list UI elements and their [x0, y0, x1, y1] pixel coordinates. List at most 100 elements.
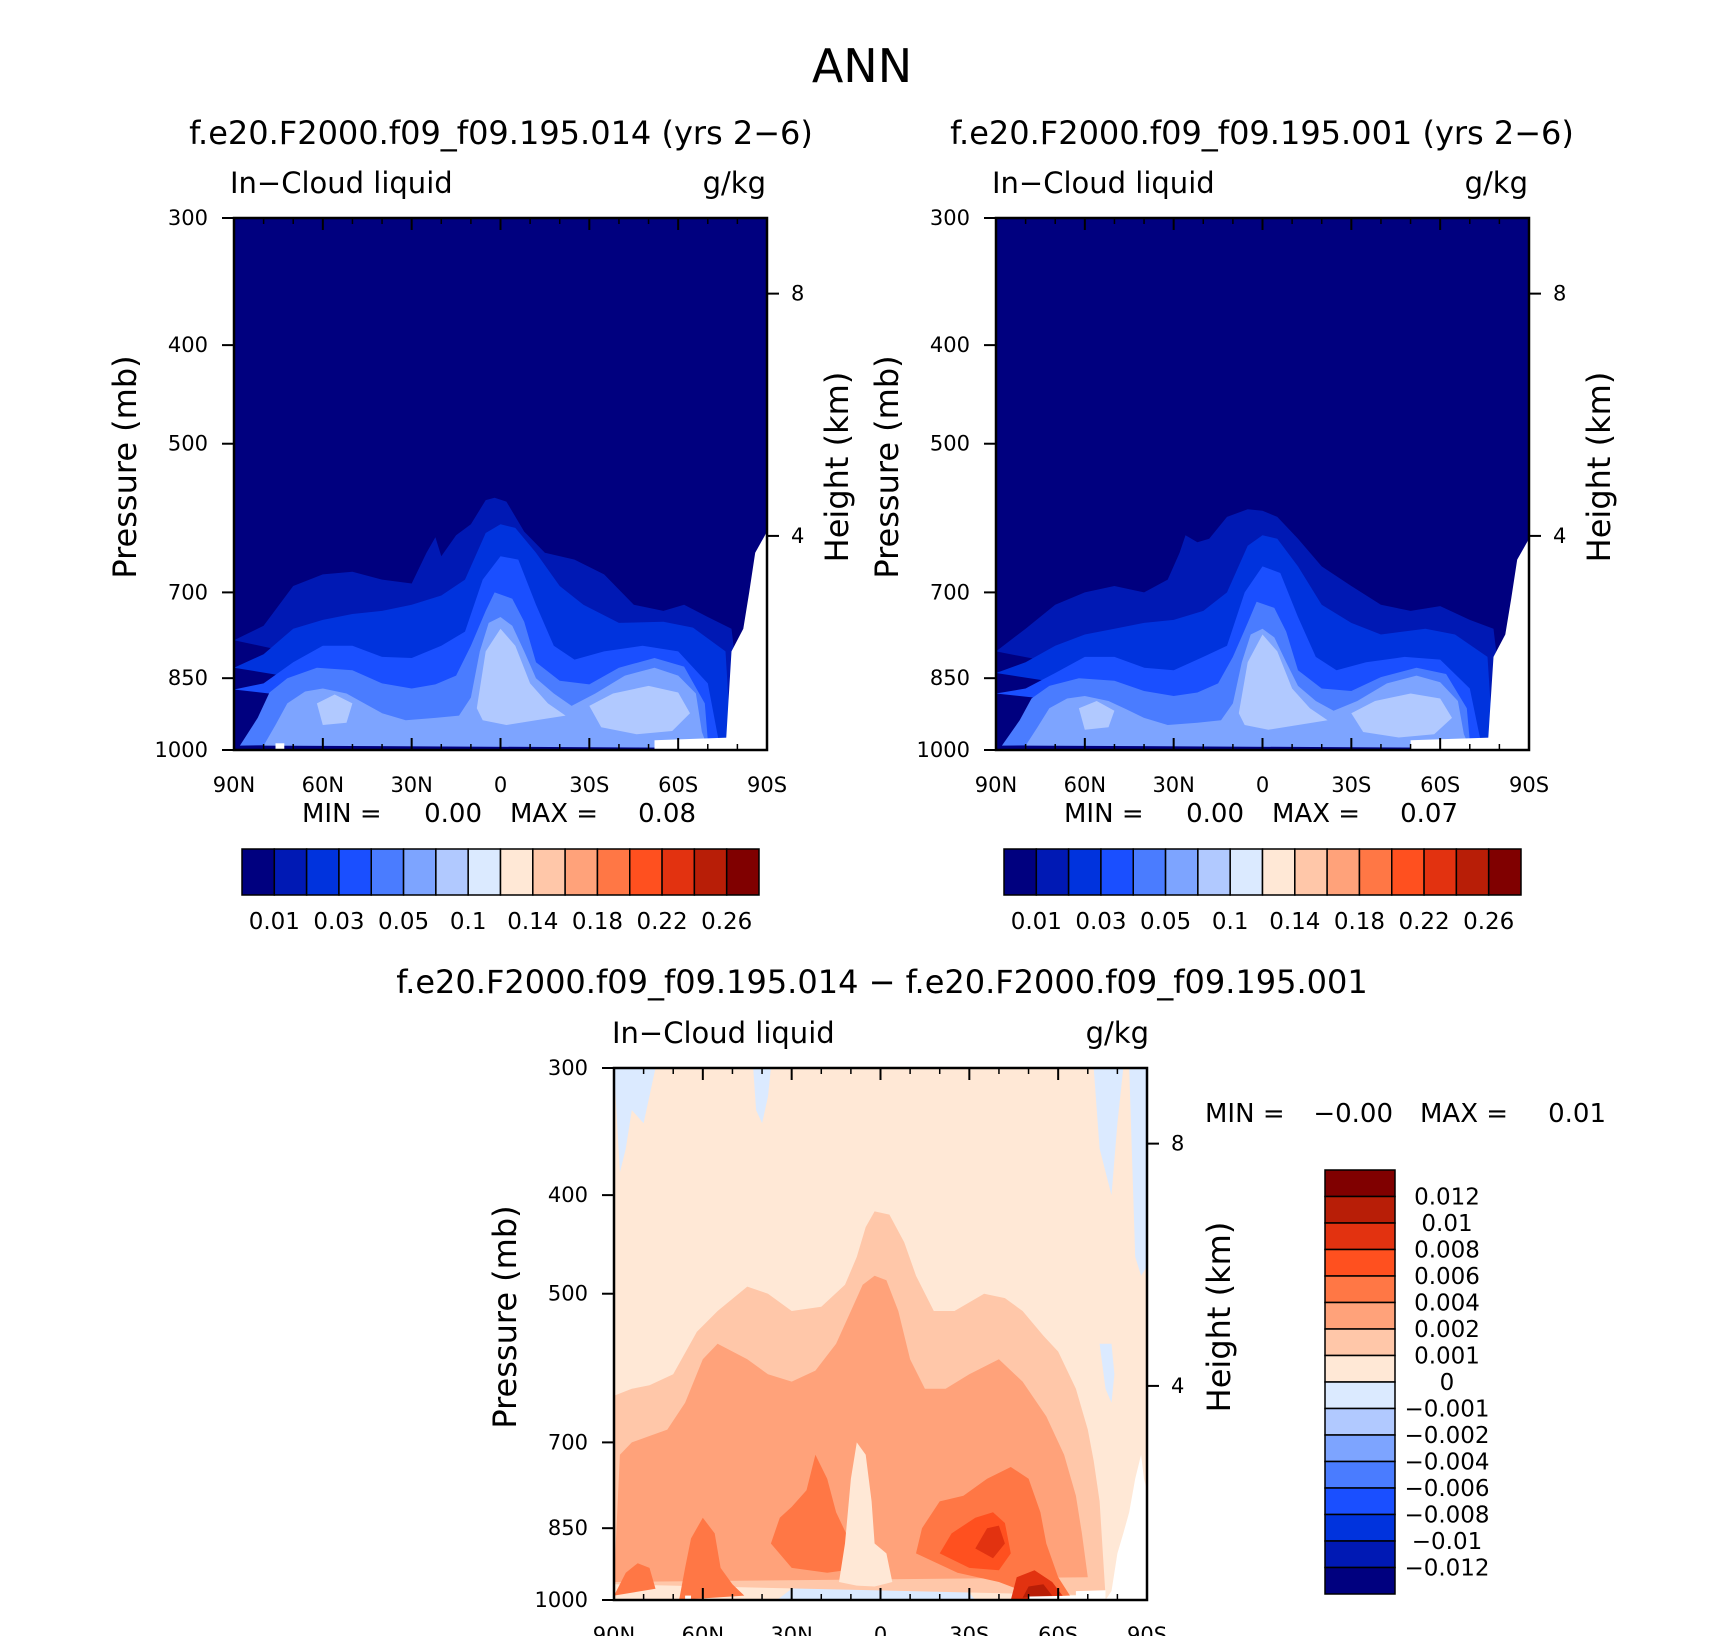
- x-tick-label: 30S: [1331, 773, 1371, 797]
- y2-tick-label: 8: [791, 282, 804, 306]
- colorbar-swatch: [1164, 848, 1199, 896]
- y-tick-label: 700: [930, 580, 970, 604]
- x-tick-label: 60S: [1038, 1623, 1078, 1636]
- x-tick-label: 0: [1256, 773, 1269, 797]
- contour-region-1: [753, 1068, 771, 1124]
- missing-data-region-2: [275, 743, 285, 750]
- panel-1-min-label: MIN =: [302, 799, 382, 829]
- colorbar-swatch: [1324, 1328, 1396, 1357]
- panel-3-max-label: MAX =: [1420, 1099, 1508, 1129]
- colorbar-swatch: [1487, 848, 1522, 896]
- y2-tick-label: 4: [1171, 1374, 1184, 1398]
- y-tick-label: 300: [548, 1056, 588, 1080]
- colorbar-label: −0.006: [1404, 1476, 1489, 1502]
- contour-region-9: [679, 1517, 745, 1600]
- colorbar-swatch: [1324, 1301, 1396, 1330]
- y-tick-label: 400: [548, 1183, 588, 1207]
- colorbar-swatch: [629, 848, 663, 896]
- colorbar-swatch: [1324, 1566, 1396, 1595]
- colorbar-swatch: [1100, 848, 1134, 896]
- colorbar-swatch: [1324, 1169, 1396, 1198]
- colorbar-swatch: [1294, 848, 1328, 896]
- y-tick-label: 500: [548, 1282, 588, 1306]
- x-tick-label: 30N: [770, 1623, 812, 1636]
- y2-tick-label: 8: [1171, 1132, 1184, 1156]
- panel-3-units: g/kg: [1086, 1016, 1149, 1050]
- colorbar-swatch: [273, 848, 308, 896]
- panel-1-max-label: MAX =: [510, 799, 598, 829]
- colorbar-label: 0.001: [1414, 1344, 1480, 1370]
- missing-data-region-2: [1105, 1454, 1147, 1600]
- colorbar-swatch: [402, 848, 437, 896]
- y-tick-label: 850: [168, 666, 208, 690]
- panel-1-y-axis-label: Pressure (mb): [106, 355, 144, 578]
- panel-3: f.e20.F2000.f09_f09.195.014 − f.e20.F200…: [396, 963, 1606, 1636]
- contour-region-14: [1010, 1570, 1065, 1600]
- panel-3-plot-area: 90N 60N 30N 0 30S 60S 90S 300 400 500 700 850 1000 8 4: [535, 1056, 1185, 1636]
- colorbar-label: −0.001: [1404, 1397, 1489, 1423]
- panel-3-y-axis-label: Pressure (mb): [486, 1205, 524, 1428]
- x-tick-label: 90S: [1127, 1623, 1167, 1636]
- panel-1-y2-axis-label: Height (km): [818, 372, 856, 563]
- panel-2-plot-area: 90N 60N 30N 0 30S 60S 90S 300 400 500 700 850 1000 8 4: [917, 206, 1567, 797]
- colorbar-label: 0.012: [1414, 1185, 1480, 1211]
- contour-region-10: [770, 1454, 863, 1573]
- panel-2-colorbar: 0.01 0.03 0.05 0.1 0.14 0.18 0.22 0.26: [1003, 848, 1522, 935]
- panel-2-left-subtitle: In−Cloud liquid: [992, 166, 1215, 200]
- colorbar-label: −0.002: [1404, 1423, 1489, 1449]
- colorbar-swatch: [1067, 848, 1102, 896]
- colorbar-label: 0.18: [572, 909, 623, 935]
- missing-data-region-1: [1075, 1590, 1106, 1600]
- colorbar-label: −0.004: [1404, 1450, 1489, 1476]
- y-tick-label: 500: [930, 432, 970, 456]
- contour-region-13: [975, 1525, 1005, 1559]
- y-tick-label: 700: [548, 1430, 588, 1454]
- panel-1-colorbar: 0.01 0.03 0.05 0.1 0.14 0.18 0.22 0.26: [241, 848, 760, 935]
- panel-3-left-subtitle: In−Cloud liquid: [612, 1016, 835, 1050]
- colorbar-swatch: [1324, 1195, 1396, 1224]
- colorbar-swatch: [1197, 848, 1231, 896]
- colorbar-label: 0.01: [249, 909, 300, 935]
- colorbar-swatch: [661, 848, 696, 896]
- y-tick-label: 300: [168, 206, 208, 230]
- panel-3-max-value: 0.01: [1548, 1099, 1606, 1129]
- y-tick-label: 700: [168, 580, 208, 604]
- missing-data-region-1: [1410, 737, 1500, 750]
- x-tick-label: 0: [874, 1623, 887, 1636]
- panel-2-units: g/kg: [1465, 166, 1528, 200]
- colorbar-label: 0.002: [1414, 1317, 1480, 1343]
- x-tick-label: 90N: [213, 773, 255, 797]
- colorbar-swatch: [467, 848, 502, 896]
- figure-title: ANN: [812, 39, 912, 93]
- colorbar-label: 0.26: [1463, 909, 1514, 935]
- panel-1-max-value: 0.08: [638, 799, 696, 829]
- panel-1-title: f.e20.F2000.f09_f09.195.014 (yrs 2−6): [189, 114, 813, 152]
- colorbar-swatch: [370, 848, 405, 896]
- colorbar-label: 0.01: [1011, 909, 1062, 935]
- contour-region-15: [1022, 1584, 1053, 1598]
- panel-2-max-label: MAX =: [1272, 799, 1360, 829]
- colorbar-swatch: [241, 848, 276, 896]
- panel-1-left-subtitle: In−Cloud liquid: [230, 166, 453, 200]
- colorbar-label: 0.1: [1212, 909, 1249, 935]
- contour-region-6: [1238, 634, 1328, 730]
- colorbar-swatch: [1324, 1434, 1396, 1463]
- colorbar-swatch: [1326, 848, 1361, 896]
- x-tick-label: 90S: [1509, 773, 1549, 797]
- x-tick-label: 60N: [302, 773, 344, 797]
- y-tick-label: 300: [930, 206, 970, 230]
- colorbar-swatch: [532, 848, 566, 896]
- colorbar-swatch: [1132, 848, 1167, 896]
- colorbar-label: 0.22: [636, 909, 687, 935]
- x-tick-label: 60N: [682, 1623, 724, 1636]
- colorbar-label: 0: [1440, 1370, 1455, 1396]
- colorbar-swatch: [1261, 848, 1296, 896]
- colorbar-swatch: [1229, 848, 1264, 896]
- colorbar-swatch: [338, 848, 372, 896]
- colorbar-label: −0.01: [1412, 1529, 1482, 1555]
- colorbar-swatch: [1324, 1248, 1396, 1277]
- x-tick-label: 30S: [569, 773, 609, 797]
- colorbar-label: 0.004: [1414, 1291, 1480, 1317]
- colorbar-swatch: [1423, 848, 1458, 896]
- colorbar-label: 0.22: [1398, 909, 1449, 935]
